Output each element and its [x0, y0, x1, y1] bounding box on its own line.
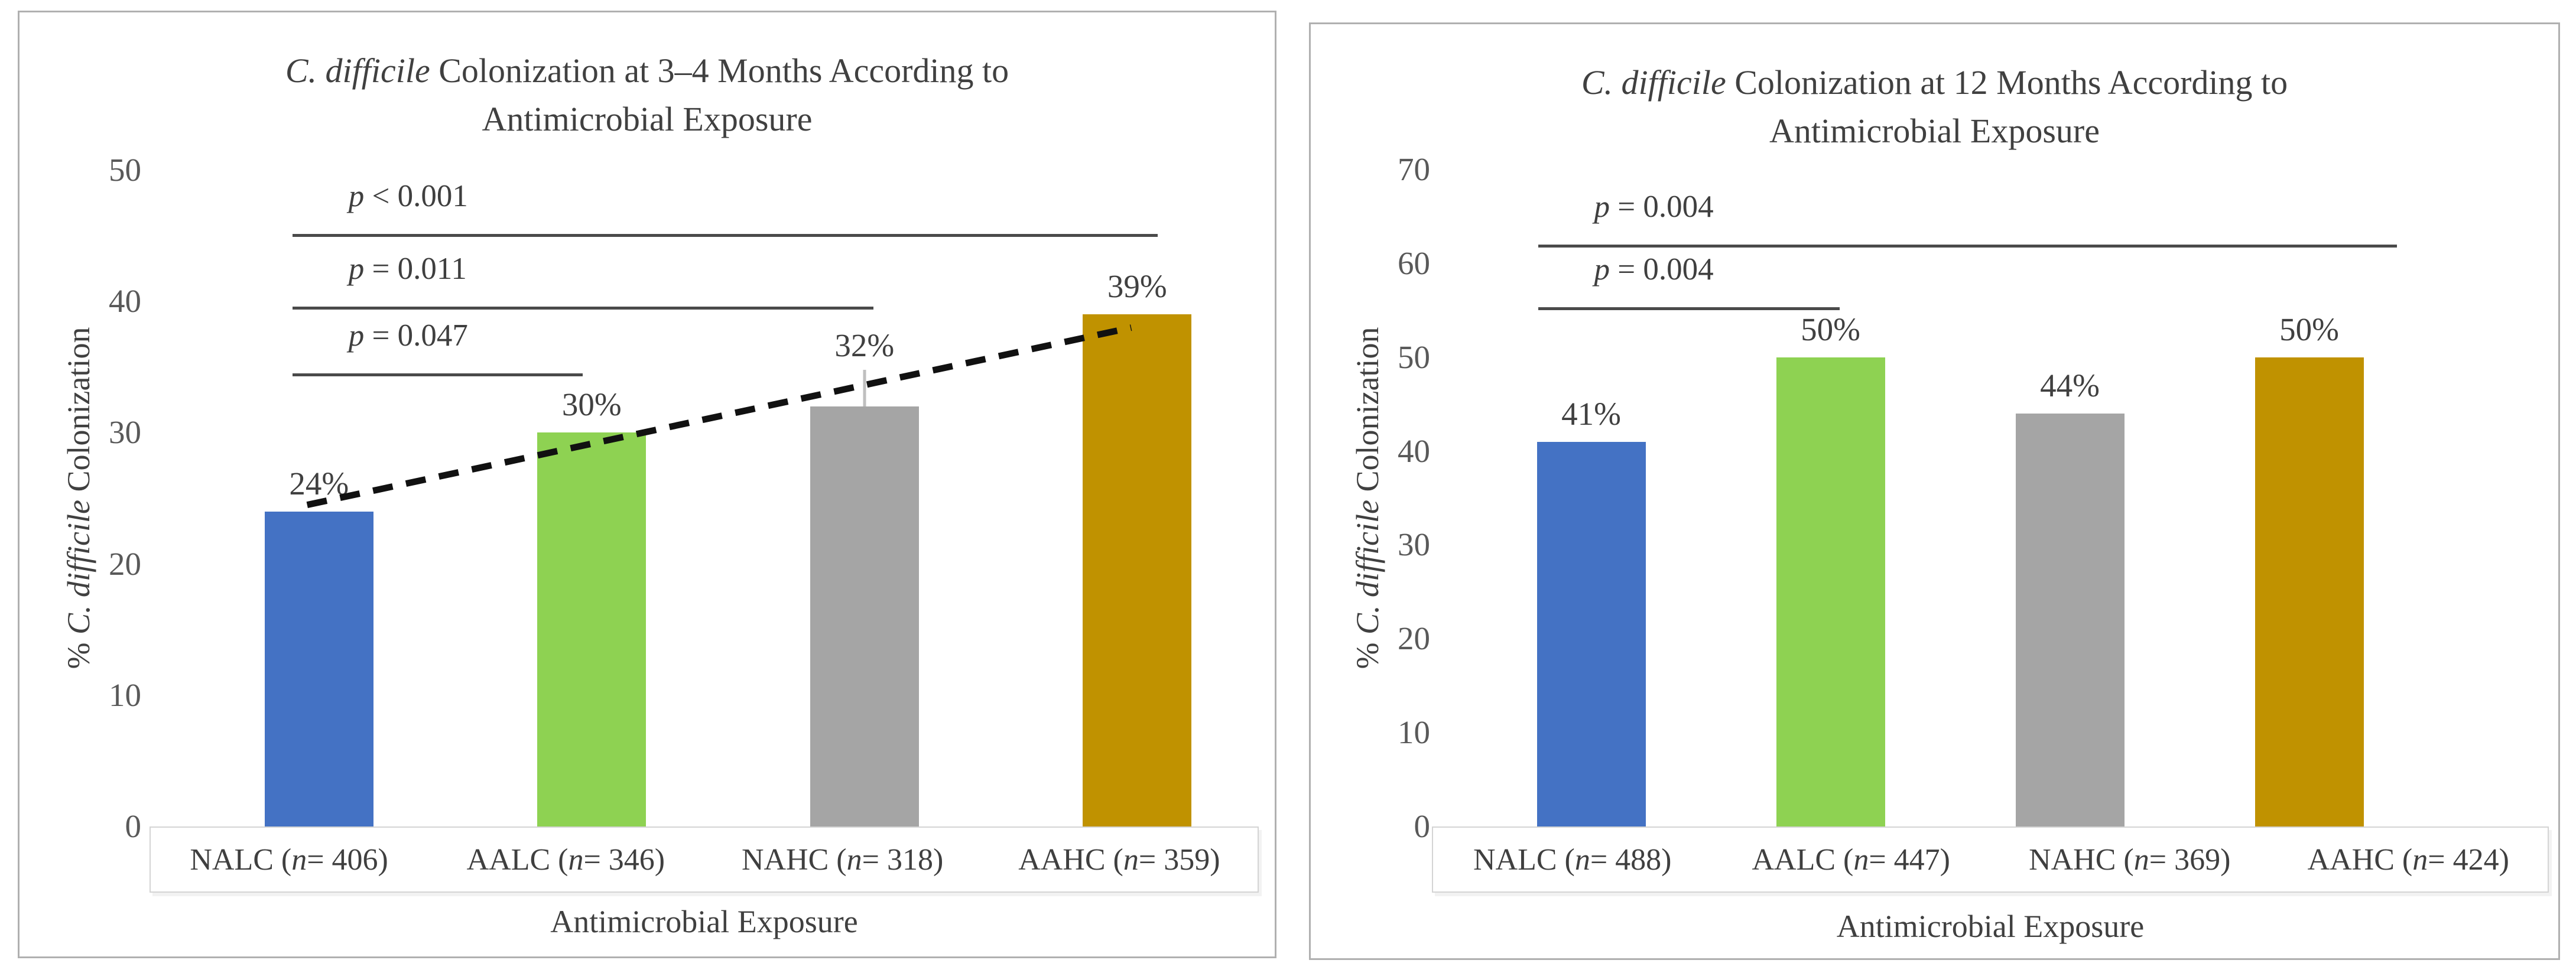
y-tick-label: 70 — [1398, 151, 1430, 187]
significance-p-value: p < 0.001 — [348, 179, 468, 214]
chart-panel-12-months: C. difficile Colonization at 12 Months A… — [1309, 22, 2560, 960]
y-axis-title: % C. difficile Colonization — [60, 327, 97, 669]
y-tick-label: 30 — [109, 414, 141, 451]
significance-p-value: p = 0.004 — [1594, 252, 1714, 287]
p-italic: p — [348, 251, 365, 286]
plot-area: 0 10 20 30 40 50 60 70 41% 50% 44% 50% p = 0.004 p = … — [1398, 153, 2429, 843]
p-italic: p — [1594, 252, 1610, 287]
bar-group: 24% — [183, 170, 456, 826]
bar-value-label: 50% — [2279, 311, 2339, 347]
x-axis-title: Antimicrobial Exposure — [550, 904, 858, 939]
x-category-label: AALC (n = 346) — [466, 842, 665, 877]
n-italic: n — [2133, 842, 2149, 877]
chart-title-italic: C. difficile — [1581, 63, 1726, 102]
bar-value-label: 24% — [289, 465, 349, 502]
y-tick-label: 50 — [1398, 339, 1430, 375]
trend-line — [306, 324, 1132, 508]
y-tick-label: 0 — [125, 808, 142, 844]
y-tick-label: 0 — [1414, 808, 1431, 844]
bar-groups: 41% 50% 44% 50% — [1471, 170, 2429, 826]
chart-title-rest: Colonization at 3–4 Months According to — [430, 51, 1009, 90]
bar-group: 30% — [456, 170, 729, 826]
x-axis-title: Antimicrobial Exposure — [1836, 909, 2145, 944]
y-axis-title-italic: C. difficile — [1350, 500, 1385, 634]
x-axis-category-box: NALC (n = 488) AALC (n = 447) NAHC (n = 36… — [1432, 826, 2549, 893]
significance-bracket: p < 0.001 — [292, 179, 1158, 237]
plot-area: 0 10 20 30 40 50 24% 30% 32% 39% p < 0.001 p = 0.01… — [109, 154, 1274, 843]
n-italic: n — [291, 842, 307, 877]
bar-value-label: 41% — [1561, 395, 1621, 432]
significance-p-value: p = 0.047 — [348, 318, 468, 353]
x-category-label: NAHC (n = 318) — [741, 842, 944, 877]
bar — [810, 406, 919, 826]
x-category-label: NAHC (n = 369) — [2029, 842, 2231, 877]
bar — [1083, 314, 1192, 826]
n-italic: n — [568, 842, 584, 877]
bar-value-label: 30% — [561, 386, 622, 423]
chart-title-italic: C. difficile — [285, 51, 430, 90]
y-tick-label: 20 — [109, 545, 141, 582]
bar — [1536, 441, 1646, 826]
bar — [1776, 357, 1885, 826]
n-italic: n — [846, 842, 862, 877]
significance-bracket: p = 0.011 — [292, 252, 873, 310]
chart-title: C. difficile Colonization at 12 Months A… — [1311, 58, 2558, 155]
chart-title-rest: Colonization at 12 Months According to — [1726, 63, 2288, 102]
x-axis-category-box: NALC (n = 406) AALC (n = 346) NAHC (n = 31… — [150, 826, 1259, 893]
significance-bracket: p = 0.004 — [1538, 190, 2397, 248]
bar-value-label: 39% — [1107, 268, 1167, 305]
bar — [264, 511, 373, 826]
bar — [537, 432, 647, 826]
chart-title-line2: Antimicrobial Exposure — [482, 100, 813, 138]
bar-group: 41% — [1471, 170, 1711, 826]
y-axis-title: % C. difficile Colonization — [1349, 327, 1386, 669]
significance-bracket: p = 0.004 — [1538, 252, 1840, 311]
n-italic: n — [1123, 842, 1139, 877]
chart-panel-3-4-months: C. difficile Colonization at 3–4 Months … — [18, 11, 1276, 958]
significance-p-value: p = 0.004 — [1594, 189, 1714, 224]
y-tick-label: 10 — [1398, 714, 1430, 751]
y-tick-label: 20 — [1398, 620, 1430, 657]
x-category-label: NALC (n = 488) — [1473, 842, 1672, 877]
y-tick-label: 30 — [1398, 526, 1430, 563]
bar-groups: 24% 30% 32% 39% — [183, 170, 1274, 826]
bar-group: 50% — [1711, 170, 1950, 826]
bar-value-label: 32% — [834, 327, 895, 363]
bar-group: 32% — [728, 170, 1001, 826]
error-bar — [863, 369, 866, 406]
p-italic: p — [348, 318, 365, 353]
significance-p-value: p = 0.011 — [348, 251, 467, 286]
x-category-label: AALC (n = 447) — [1752, 842, 1951, 877]
y-tick-label: 60 — [1398, 245, 1430, 281]
bar-group: 50% — [2190, 170, 2429, 826]
y-axis-title-prefix: % — [61, 634, 96, 669]
bar-group: 39% — [1001, 170, 1274, 826]
y-tick-label: 40 — [109, 283, 141, 320]
n-italic: n — [1574, 842, 1590, 877]
p-italic: p — [348, 179, 365, 214]
significance-bracket: p = 0.047 — [292, 318, 583, 376]
bar-value-label: 50% — [1801, 311, 1860, 347]
bar — [2015, 414, 2125, 826]
y-tick-label: 10 — [109, 676, 141, 713]
y-tick-label: 40 — [1398, 432, 1430, 469]
x-category-label: NALC (n = 406) — [190, 842, 388, 877]
x-category-label: AAHC (n = 359) — [1018, 842, 1220, 877]
y-axis-title-suffix: Colonization — [61, 327, 96, 500]
n-italic: n — [2412, 842, 2428, 877]
p-italic: p — [1594, 189, 1610, 224]
n-italic: n — [1853, 842, 1869, 877]
bar-group: 44% — [1950, 170, 2190, 826]
y-tick-label: 50 — [109, 152, 141, 188]
chart-title: C. difficile Colonization at 3–4 Months … — [20, 47, 1275, 144]
chart-title-line2: Antimicrobial Exposure — [1769, 112, 2100, 150]
bar — [2255, 357, 2364, 826]
x-category-label: AAHC (n = 424) — [2307, 842, 2509, 877]
bar-value-label: 44% — [2040, 367, 2100, 404]
